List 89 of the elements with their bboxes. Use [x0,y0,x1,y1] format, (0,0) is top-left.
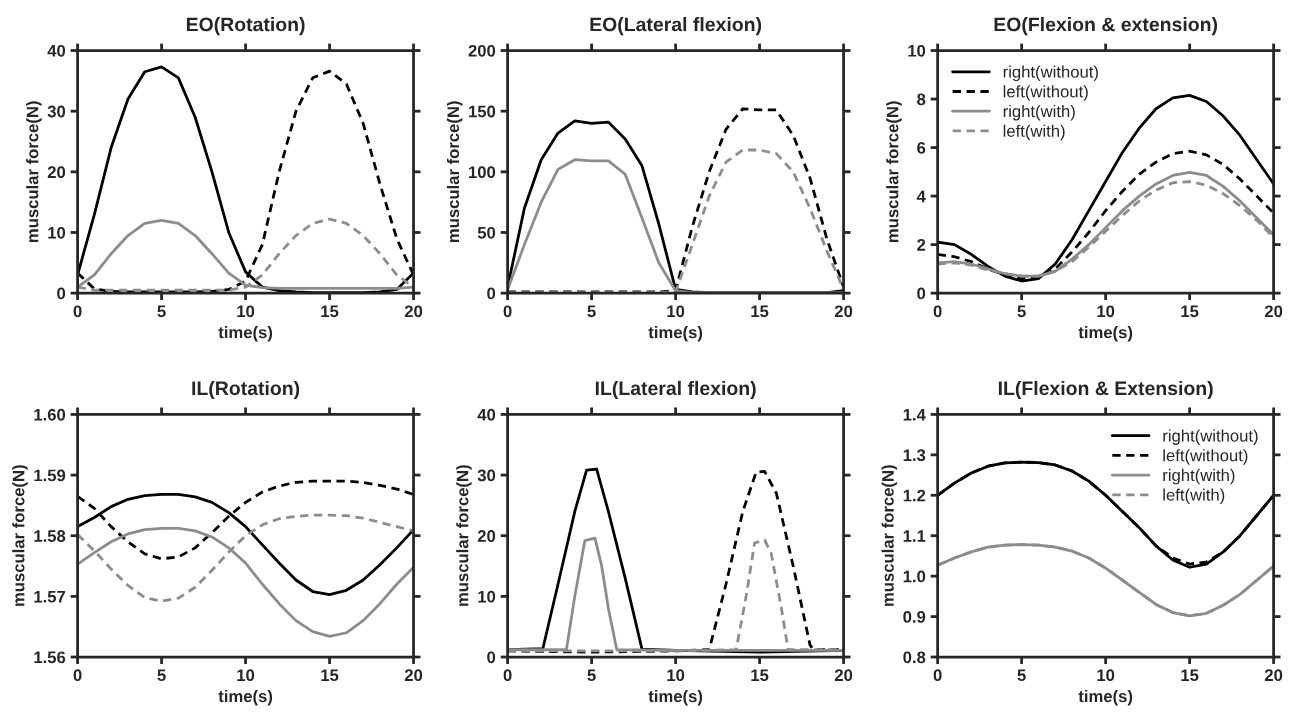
y-tick-label: 0.8 [903,651,926,664]
x-axis-title: time(s) [648,689,703,706]
x-tick-label: 0 [503,305,512,318]
x-tick-label: 15 [321,669,339,682]
legend-label: left(without) [1003,85,1088,101]
legend-label: right(without) [1163,429,1258,445]
x-tick-label: 5 [1017,669,1026,682]
chart-title: EO(Flexion & extension) [994,17,1218,36]
y-tick-label: 1.1 [903,530,926,542]
x-tick-label: 0 [73,305,82,318]
y-axis-title: muscular force(N) [456,465,472,606]
x-tick-label: 20 [404,669,423,682]
x-tick-label: 15 [1181,669,1199,682]
y-tick-label: 0 [487,287,496,300]
x-tick-label: 15 [321,305,339,318]
y-axis-title: muscular force(N) [26,101,42,243]
chart-title: IL(Rotation) [192,380,300,400]
x-tick-label: 20 [834,305,853,318]
x-tick-label: 0 [933,305,942,318]
y-tick-label: 0 [917,287,926,300]
x-axis-title: time(s) [1078,689,1133,706]
y-tick-label: 40 [47,44,66,57]
x-tick-label: 5 [157,305,166,318]
x-tick-label: 10 [667,669,685,682]
y-tick-label: 10 [478,590,496,603]
x-axis-title: time(s) [648,326,703,342]
x-tick-label: 0 [73,669,82,682]
y-tick-label: 1.59 [34,469,66,482]
x-tick-label: 15 [751,669,769,682]
y-axis-title: muscular force(N) [446,101,463,243]
y-tick-label: 1.57 [34,590,66,603]
legend-label: right(with) [1003,104,1075,121]
x-tick-label: 5 [1017,305,1026,318]
y-tick-label: 1.60 [34,408,66,421]
x-axis-title: time(s) [1078,326,1133,342]
x-tick-label: 10 [1097,669,1115,682]
x-tick-label: 15 [751,305,769,318]
y-tick-label: 100 [469,166,496,179]
legend-label: left(with) [1163,488,1225,505]
y-tick-label: 1.4 [903,409,926,421]
x-axis-title: time(s) [218,689,273,706]
legend-label: left(with) [1003,124,1065,141]
y-tick-label: 10 [48,226,66,239]
y-tick-label: 2 [917,239,926,251]
y-tick-label: 30 [47,105,66,118]
chart-title: EO(Lateral flexion) [590,17,762,36]
x-tick-label: 0 [933,669,942,682]
y-tick-label: 1.2 [903,489,926,502]
y-tick-label: 6 [917,141,926,154]
x-tick-label: 20 [834,669,853,682]
x-tick-label: 20 [1264,669,1283,682]
x-tick-label: 10 [237,305,255,318]
y-tick-label: 0 [57,287,66,300]
x-tick-label: 5 [587,669,596,682]
x-tick-label: 5 [587,305,596,318]
y-tick-label: 40 [477,408,496,421]
chart-title: IL(Lateral flexion) [595,380,756,400]
y-tick-label: 0.9 [903,610,926,623]
y-tick-label: 20 [477,530,496,542]
x-tick-label: 10 [1097,305,1115,318]
x-tick-label: 20 [1264,305,1283,318]
y-tick-label: 8 [917,93,926,106]
x-tick-label: 20 [404,305,423,318]
x-tick-label: 10 [237,669,255,682]
x-tick-label: 0 [503,669,512,682]
y-tick-label: 1.56 [34,651,66,664]
y-tick-label: 50 [477,226,496,239]
y-tick-label: 20 [47,166,66,179]
y-axis-title: muscular force(N) [886,101,902,243]
x-tick-label: 10 [667,305,685,318]
chart-title: IL(Flexion & Extension) [998,380,1213,400]
legend-label: right(without) [1003,65,1098,82]
y-tick-label: 4 [916,190,926,203]
y-axis-title: muscular force(N) [12,465,28,606]
y-axis-title: muscular force(N) [881,465,898,606]
y-tick-label: 30 [477,469,496,482]
x-axis-title: time(s) [218,326,273,342]
y-tick-label: 0 [487,651,496,664]
y-tick-label: 200 [468,44,496,57]
x-tick-label: 15 [1181,305,1199,318]
x-tick-label: 5 [157,669,166,682]
y-tick-label: 1.3 [903,449,926,462]
y-tick-label: 150 [469,105,496,118]
y-tick-label: 10 [908,44,926,57]
y-tick-label: 1.58 [34,530,66,542]
y-tick-label: 1.0 [903,570,926,583]
chart-title: EO(Rotation) [186,17,305,36]
legend-label: left(without) [1163,449,1248,465]
legend-label: right(with) [1163,468,1235,485]
